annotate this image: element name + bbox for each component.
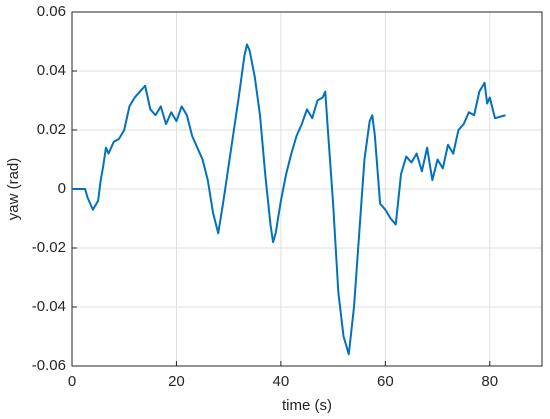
y-tick-label: 0.06 — [37, 3, 66, 20]
y-tick-label: 0 — [58, 180, 66, 197]
x-tick-label: 60 — [377, 373, 394, 390]
y-tick-label: -0.04 — [32, 298, 66, 315]
x-tick-label: 20 — [168, 373, 185, 390]
x-tick-label: 80 — [481, 373, 498, 390]
y-tick-label: 0.02 — [37, 121, 66, 138]
x-tick-label: 40 — [273, 373, 290, 390]
y-tick-label: -0.02 — [32, 239, 66, 256]
x-axis-label: time (s) — [282, 397, 332, 414]
y-tick-label: 0.04 — [37, 62, 66, 79]
y-tick-label: -0.06 — [32, 357, 66, 374]
x-tick-label: 0 — [68, 373, 76, 390]
data-line — [72, 43, 506, 356]
y-axis-label: yaw (rad) — [5, 158, 22, 221]
